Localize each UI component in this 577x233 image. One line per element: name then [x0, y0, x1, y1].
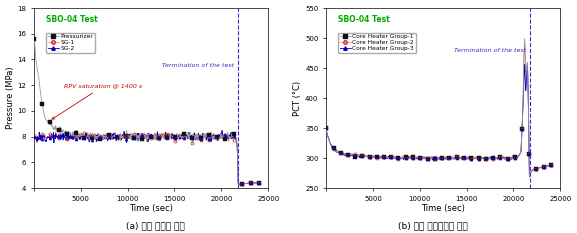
- Text: Termination of the test: Termination of the test: [162, 63, 234, 69]
- Text: SBO-04 Test: SBO-04 Test: [46, 15, 98, 24]
- Y-axis label: Pressure (MPa): Pressure (MPa): [6, 67, 14, 129]
- Text: Termination of the test: Termination of the test: [455, 48, 527, 53]
- X-axis label: Time (sec): Time (sec): [421, 205, 465, 213]
- Text: RPV saturation @ 1400 s: RPV saturation @ 1400 s: [52, 84, 142, 119]
- Legend: Pressurizer, SG-1, SG-2: Pressurizer, SG-1, SG-2: [46, 33, 95, 53]
- X-axis label: Time (sec): Time (sec): [129, 205, 173, 213]
- Y-axis label: PCT (°C): PCT (°C): [293, 80, 302, 116]
- Text: SBO-04 Test: SBO-04 Test: [338, 15, 389, 24]
- Text: (b) 노심 최대온도의 변화: (b) 노심 최대온도의 변화: [398, 222, 467, 231]
- Text: (a) 계통 압력의 변화: (a) 계통 압력의 변화: [126, 222, 185, 231]
- Legend: Core Heater Group-1, Core Heater Group-2, Core Heater Group-3: Core Heater Group-1, Core Heater Group-2…: [338, 33, 416, 53]
